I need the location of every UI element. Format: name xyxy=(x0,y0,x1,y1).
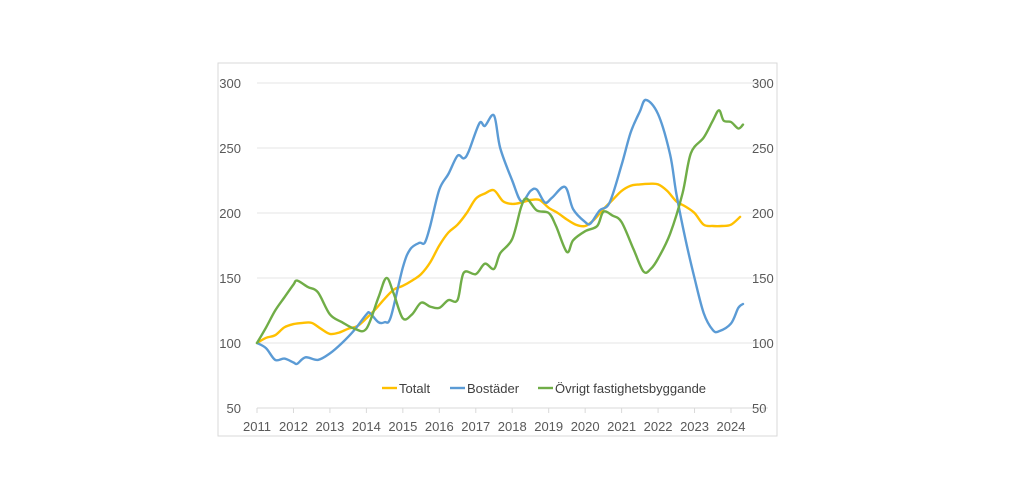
y-tick-label-right: 150 xyxy=(752,271,774,286)
y-tick-label-left: 150 xyxy=(219,271,241,286)
legend-label: Totalt xyxy=(399,381,430,396)
y-tick-label-right: 250 xyxy=(752,141,774,156)
y-tick-label-left: 250 xyxy=(219,141,241,156)
x-tick-label: 2013 xyxy=(315,419,344,434)
x-tick-label: 2023 xyxy=(680,419,709,434)
x-tick-label: 2020 xyxy=(571,419,600,434)
series-line-bostäder xyxy=(255,98,745,366)
series-line-övrigt-fastighetsbyggande xyxy=(255,109,745,345)
x-tick-label: 2017 xyxy=(461,419,490,434)
y-tick-label-right: 50 xyxy=(752,401,766,416)
x-tick-label: 2016 xyxy=(425,419,454,434)
x-tick-label: 2011 xyxy=(243,419,271,434)
y-tick-label-right: 100 xyxy=(752,336,774,351)
x-tick-label: 2012 xyxy=(279,419,308,434)
legend-label: Övrigt fastighetsbyggande xyxy=(555,381,706,396)
legend-label: Bostäder xyxy=(467,381,520,396)
x-tick-label: 2019 xyxy=(534,419,563,434)
x-tick-label: 2015 xyxy=(388,419,417,434)
y-tick-label-right: 300 xyxy=(752,76,774,91)
x-tick-label: 2021 xyxy=(607,419,636,434)
y-tick-label-left: 50 xyxy=(227,401,241,416)
x-tick-label: 2014 xyxy=(352,419,381,434)
y-tick-label-left: 100 xyxy=(219,336,241,351)
y-tick-label-left: 200 xyxy=(219,206,241,221)
series-line-totalt xyxy=(255,182,742,345)
x-tick-label: 2024 xyxy=(717,419,746,434)
y-tick-label-right: 200 xyxy=(752,206,774,221)
y-tick-label-left: 300 xyxy=(219,76,241,91)
x-tick-label: 2022 xyxy=(644,419,673,434)
x-tick-label: 2018 xyxy=(498,419,527,434)
